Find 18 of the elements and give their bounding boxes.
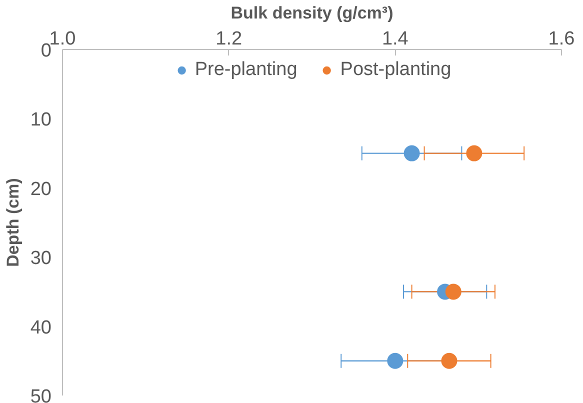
legend-label: Post-planting xyxy=(340,59,452,81)
y-tick-label: 50 xyxy=(30,386,52,403)
point xyxy=(466,145,482,162)
y-tick-label: 10 xyxy=(30,110,52,131)
x-tick-label: 1.2 xyxy=(216,28,242,50)
y-tick-label: 40 xyxy=(30,317,52,338)
point xyxy=(441,352,458,369)
x-tick-label: 1.6 xyxy=(548,28,575,50)
legend-label: Pre-planting xyxy=(194,59,298,81)
x-axis-title: Bulk density (g/cm³) xyxy=(230,4,394,22)
y-tick-label: 0 xyxy=(40,40,52,62)
point xyxy=(387,352,404,369)
y-axis-title: Depth (cm) xyxy=(3,178,22,267)
x-tick-label: 1.4 xyxy=(382,28,409,50)
point xyxy=(404,145,420,162)
y-tick-label: 30 xyxy=(30,248,52,270)
y-tick-label: 20 xyxy=(30,178,52,200)
point xyxy=(445,284,462,300)
